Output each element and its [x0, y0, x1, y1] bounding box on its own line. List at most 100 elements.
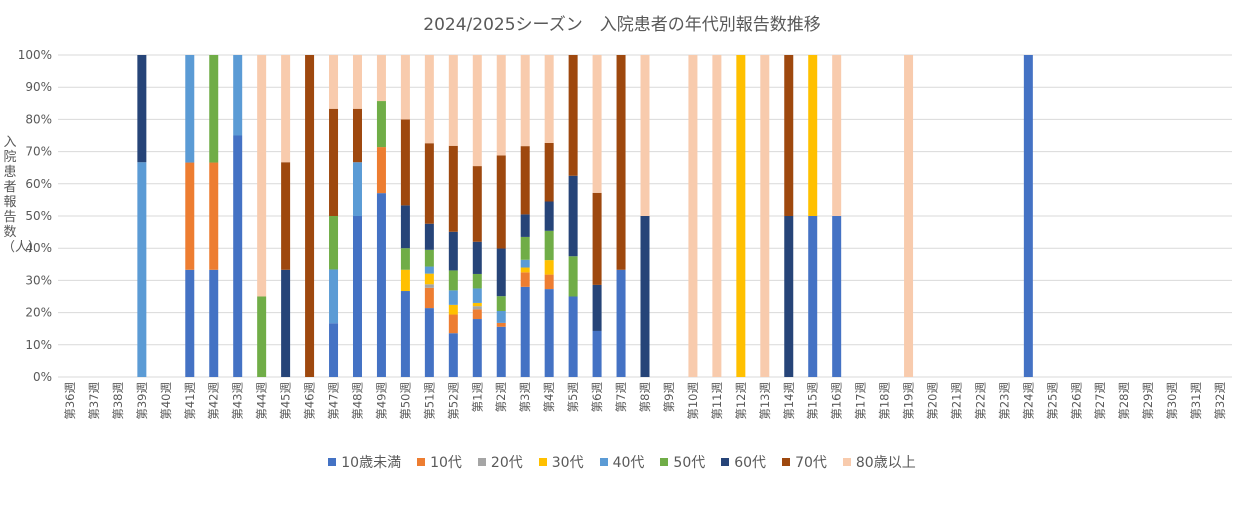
legend-item: 10代: [417, 452, 462, 472]
bar-segment: [808, 55, 818, 216]
bar-segment: [281, 269, 291, 377]
bar-segment: [472, 309, 482, 320]
x-tick-label: 第2週: [494, 382, 508, 413]
bar-segment: [520, 272, 530, 287]
bar-segment: [544, 201, 554, 231]
bar-segment: [520, 146, 530, 215]
x-tick-label: 第8週: [638, 382, 652, 413]
bar-segment: [257, 296, 267, 377]
legend-item: 30代: [538, 452, 584, 472]
y-tick-label: 40%: [25, 241, 52, 255]
x-tick-label: 第46週: [303, 382, 317, 420]
x-tick-label: 第37週: [87, 382, 101, 420]
bar-segment: [520, 286, 530, 377]
y-tick-label: 30%: [25, 273, 52, 287]
bar-segment: [592, 192, 602, 285]
legend-item: 40代: [599, 452, 645, 472]
x-tick-label: 第49週: [374, 382, 388, 420]
bar-segment: [329, 269, 339, 324]
bar-segment: [424, 284, 434, 288]
bar-segment: [352, 108, 362, 163]
bar-segment: [640, 55, 650, 216]
bar-segment: [496, 155, 506, 249]
bar-segment: [281, 55, 291, 163]
bar-segment: [448, 231, 458, 271]
x-tick-label: 第1週: [470, 382, 484, 413]
x-tick-label: 第10週: [686, 382, 700, 420]
legend-label: 50代: [673, 455, 706, 471]
bar-segment: [185, 162, 195, 270]
bar-segment: [424, 266, 434, 274]
legend-item: 80歳以上: [842, 452, 916, 472]
bar-segment: [305, 55, 315, 377]
bar-segment: [496, 326, 506, 377]
bar-segment: [520, 259, 530, 268]
bar-segment: [544, 289, 554, 377]
bar-segment: [520, 214, 530, 237]
bar-segment: [424, 308, 434, 377]
bar-segment: [400, 205, 410, 249]
bar-segment: [329, 55, 339, 109]
legend-swatch: [782, 458, 791, 466]
x-tick-label: 第11週: [710, 382, 724, 420]
x-tick-label: 第41週: [183, 382, 197, 420]
bar-segment: [400, 269, 410, 292]
stacked-bar-chart: 0%10%20%30%40%50%60%70%80%90%100% 第36週 第3…: [18, 48, 1232, 420]
bar-segment: [400, 248, 410, 270]
bar-segment: [352, 55, 362, 109]
bar-segment: [448, 290, 458, 305]
bar-segment: [784, 55, 794, 216]
bar-segment: [472, 306, 482, 310]
legend-swatch: [660, 458, 669, 466]
bar-segment: [352, 162, 362, 216]
x-tick-label: 第9週: [662, 382, 676, 413]
x-tick-label: 第39週: [135, 382, 149, 420]
bar-segment: [592, 330, 602, 377]
bar-segment: [329, 108, 339, 216]
bar-segment: [281, 162, 291, 270]
bar-segment: [329, 216, 339, 270]
bar-segment: [520, 267, 530, 273]
x-tick-label: 第45週: [279, 382, 293, 420]
bar-segment: [520, 55, 530, 147]
legend-swatch: [538, 458, 547, 466]
legend-swatch: [417, 458, 426, 466]
bar-segment: [544, 142, 554, 202]
bar-segment: [736, 55, 746, 377]
bar-segment: [472, 241, 482, 274]
x-tick-label: 第29週: [1141, 382, 1155, 420]
bar-segment: [904, 55, 914, 377]
chart-title: 2024/2025シーズン 入院患者の年代別報告数推移: [423, 15, 821, 35]
bar-segment: [424, 143, 434, 224]
bar-segment: [472, 55, 482, 167]
bar-segment: [520, 236, 530, 260]
bar-segment: [400, 291, 410, 377]
x-tick-label: 第22週: [973, 382, 987, 420]
bar-segment: [329, 323, 339, 377]
x-tick-label: 第23週: [997, 382, 1011, 420]
bar-segment: [640, 216, 650, 377]
legend-item: 50代: [660, 452, 705, 472]
bar-segment: [616, 269, 626, 377]
x-tick-label: 第40週: [159, 382, 173, 420]
bar-series: [137, 55, 1033, 377]
legend-label: 40代: [612, 455, 645, 471]
legend-label: 20代: [490, 455, 523, 471]
bar-segment: [496, 310, 506, 323]
bar-segment: [185, 55, 195, 163]
bar-segment: [544, 260, 554, 275]
x-tick-label: 第5週: [566, 382, 580, 413]
x-tick-label: 第32週: [1213, 382, 1227, 420]
bar-segment: [568, 175, 578, 257]
bar-segment: [209, 162, 219, 270]
y-tick-label: 70%: [25, 145, 52, 159]
bar-segment: [376, 55, 386, 102]
bar-segment: [688, 55, 698, 377]
bar-segment: [448, 145, 458, 232]
x-tick-label: 第28週: [1117, 382, 1131, 420]
x-axis-ticks: 第36週 第37週 第38週 第39週 第40週 第41週 第42週 第43週 第44週 第45週…: [63, 382, 1227, 420]
bar-segment: [448, 304, 458, 315]
bar-segment: [568, 256, 578, 297]
x-tick-label: 第51週: [422, 382, 436, 420]
x-tick-label: 第7週: [614, 382, 628, 413]
